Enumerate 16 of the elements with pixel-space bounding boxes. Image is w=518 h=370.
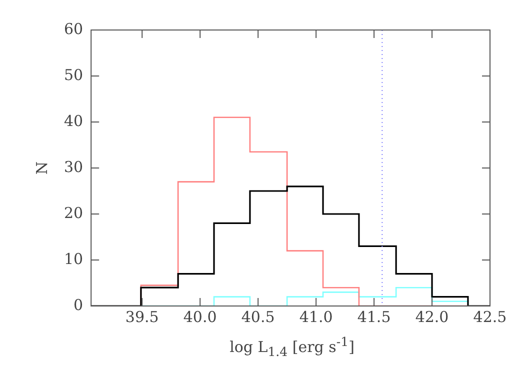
- x-tick-label: 40.0: [183, 308, 217, 326]
- y-tick-label: 0: [74, 296, 84, 314]
- x-tick-label: 42.0: [415, 308, 449, 326]
- x-tick-label: 41.5: [357, 308, 391, 326]
- y-tick-label: 50: [64, 66, 84, 84]
- y-tick-label: 40: [64, 112, 84, 130]
- y-tick-label: 30: [64, 158, 84, 176]
- y-tick-label: 20: [64, 204, 84, 222]
- y-axis-title: N: [32, 161, 51, 175]
- y-tick-label: 10: [64, 250, 84, 268]
- x-tick-label: 41.0: [299, 308, 333, 326]
- x-tick-label: 39.5: [125, 308, 159, 326]
- x-tick-label: 40.5: [241, 308, 275, 326]
- x-axis-title: log L$_{1.4}$ [erg s$^{-1}$]: [228, 334, 356, 359]
- y-tick-label: 60: [64, 20, 84, 38]
- x-tick-label: 42.5: [473, 308, 507, 326]
